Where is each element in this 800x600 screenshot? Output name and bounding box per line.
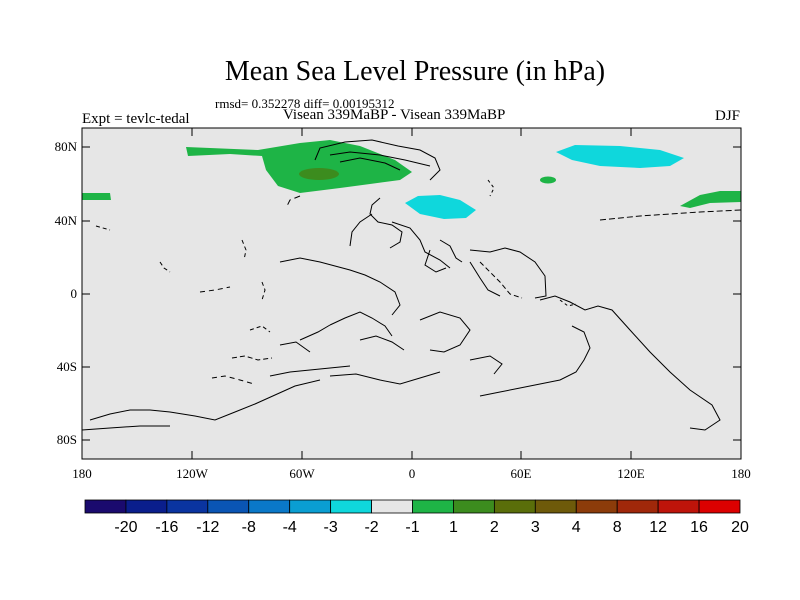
comparison-label: Visean 339MaBP - Visean 339MaBP — [283, 107, 506, 123]
colorbar-label: 20 — [731, 519, 749, 536]
colorbar-swatch — [166, 499, 209, 514]
colorbar-swatch — [657, 499, 700, 514]
colorbar-label: -1 — [405, 519, 419, 536]
colorbar-label: 16 — [690, 519, 708, 536]
colorbar-swatch — [289, 499, 332, 514]
colorbar-swatch — [616, 499, 659, 514]
green-region-west-edge — [82, 193, 111, 200]
green-region-east-edge — [680, 191, 741, 208]
colorbar-swatch — [248, 499, 291, 514]
green-region-small — [540, 176, 556, 184]
lon-ticks — [191, 128, 632, 459]
plot-area — [82, 128, 741, 459]
colorbar-swatch — [371, 499, 413, 514]
lat-label: 80N — [55, 139, 78, 154]
colorbar-label: -12 — [196, 519, 219, 536]
colorbar-label: -3 — [324, 519, 338, 536]
colorbar-swatch — [575, 499, 618, 514]
lon-labels: 180 120W 60W 0 60E 120E 180 — [72, 466, 751, 481]
colorbar-label: -16 — [155, 519, 178, 536]
colorbar-label: -2 — [364, 519, 378, 536]
coastlines — [81, 139, 742, 431]
season-label: DJF — [714, 108, 740, 124]
colorbar-swatch — [207, 499, 250, 514]
lat-label: 40N — [55, 213, 78, 228]
colorbar-swatch — [330, 499, 372, 514]
colorbar: -20 -16 -12 -8 -4 -3 -2 -1 1 2 3 4 8 12 16 20 — [84, 499, 749, 536]
map-title: Mean Sea Level Pressure (in hPa) — [224, 56, 606, 87]
colorbar-label: -4 — [283, 519, 297, 536]
cyan-region-central — [405, 195, 476, 219]
lon-label: 60W — [289, 466, 315, 481]
stats-label: rmsd= 0.352278 diff= 0.00195312 — [215, 96, 395, 111]
positive-anomaly-regions — [82, 140, 741, 208]
colorbar-swatch — [453, 499, 495, 514]
lat-label: 40S — [57, 359, 77, 374]
colorbar-label: 1 — [449, 519, 458, 536]
colorbar-label: 3 — [531, 519, 540, 536]
colorbar-label: 12 — [649, 519, 667, 536]
negative-anomaly-regions — [405, 145, 684, 219]
lon-label: 120E — [617, 466, 645, 481]
lat-label: 80S — [57, 432, 77, 447]
colorbar-label: -20 — [114, 519, 137, 536]
colorbar-swatch — [534, 499, 577, 514]
cyan-region-north — [556, 145, 684, 168]
colorbar-label: 2 — [490, 519, 499, 536]
green-region-north-atlantic — [186, 140, 412, 193]
colorbar-swatch — [493, 499, 536, 514]
colorbar-label: 8 — [613, 519, 622, 536]
colorbar-swatch — [125, 499, 168, 514]
colorbar-label: 4 — [572, 519, 581, 536]
lon-label: 0 — [409, 466, 416, 481]
colorbar-swatch — [698, 499, 741, 514]
experiment-label: Expt = tevlc-tedal — [82, 111, 190, 127]
lon-label: 120W — [176, 466, 209, 481]
lon-label: 60E — [511, 466, 532, 481]
lon-label: 180 — [72, 466, 92, 481]
colorbar-label: -8 — [242, 519, 256, 536]
strong-positive-core — [299, 168, 339, 180]
lat-label: 0 — [71, 286, 78, 301]
colorbar-swatch — [84, 499, 127, 514]
lon-label: 180 — [731, 466, 751, 481]
lat-ticks — [82, 146, 741, 441]
lat-labels: 80N 40N 0 40S 80S — [55, 139, 78, 447]
colorbar-swatch — [412, 499, 454, 514]
